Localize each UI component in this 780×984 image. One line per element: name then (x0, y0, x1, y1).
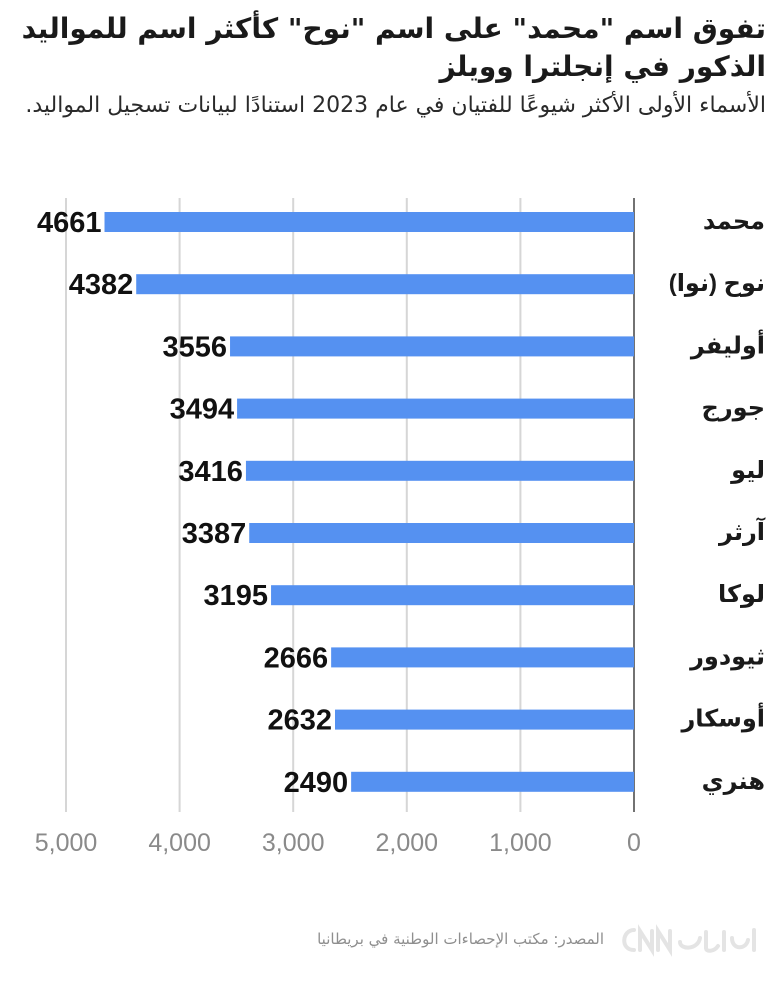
bar-chart: 4661 4382 3556 3494 3416 3387 3195 2666 2632 2490… (35, 198, 766, 857)
chart-title: تفوق اسم "محمد" على اسم "نوح" كأكثر اسم … (21, 12, 766, 83)
bar (331, 647, 634, 668)
chart-header: تفوق اسم "محمد" على اسم "نوح" كأكثر اسم … (14, 10, 766, 122)
category-label: أوليفر (690, 329, 765, 359)
bar (136, 274, 634, 295)
category-label: محمد (703, 208, 765, 235)
bar (351, 771, 634, 792)
data-label: 2666 (264, 642, 329, 674)
cnn-arabic-logo-icon (622, 924, 756, 957)
category-label: آرثر (718, 517, 766, 546)
chart-subtitle: الأسماء الأولى الأكثر شيوعًا للفتيان في … (25, 93, 766, 118)
footer: المصدر: مكتب الإحصاءات الوطنية في بريطان… (0, 924, 780, 968)
bar (271, 585, 634, 606)
x-tick-label: 2,000 (376, 829, 439, 857)
data-label: 4382 (69, 269, 134, 301)
x-axis-ticks: 0 1,000 2,000 3,000 4,000 5,000 (35, 829, 641, 857)
data-label: 3494 (170, 394, 235, 426)
category-label: لوكا (718, 581, 765, 608)
x-tick-label: 1,000 (489, 829, 552, 857)
bar (237, 398, 634, 419)
x-tick-label: 4,000 (148, 829, 211, 857)
source-note: المصدر: مكتب الإحصاءات الوطنية في بريطان… (317, 930, 604, 948)
bar (245, 460, 635, 481)
bar (335, 709, 634, 730)
category-label: ليو (730, 457, 765, 484)
category-label: هنري (702, 768, 765, 795)
bars (104, 212, 635, 792)
grid-lines (65, 198, 635, 812)
category-label: جورج (702, 395, 765, 422)
data-label: 4661 (37, 207, 102, 239)
x-tick-label: 5,000 (35, 829, 98, 857)
x-tick-label: 0 (627, 829, 641, 857)
data-label: 2632 (267, 705, 332, 737)
data-label: 3416 (178, 456, 243, 488)
data-label: 2490 (284, 767, 349, 799)
bar (230, 336, 635, 357)
x-tick-label: 3,000 (262, 829, 325, 857)
data-label: 3195 (204, 580, 269, 612)
bar (104, 212, 635, 232)
value-labels: 4661 4382 3556 3494 3416 3387 3195 2666 2632 2490 (37, 207, 348, 799)
category-label: أوسكار (680, 703, 765, 733)
bar (249, 523, 634, 543)
category-label: ثيودور (689, 643, 765, 670)
category-labels: محمد نوح (نوا) أوليفر جورج ليو آرثر لوكا ثيودور… (669, 208, 766, 795)
data-label: 3556 (163, 331, 228, 363)
category-label: نوح (نوا) (669, 270, 765, 297)
data-label: 3387 (182, 518, 247, 550)
